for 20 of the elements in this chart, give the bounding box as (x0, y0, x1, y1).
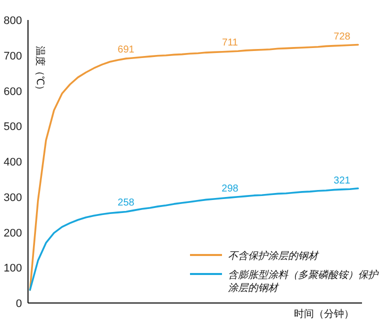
data-label: 258 (118, 198, 135, 209)
y-tick-label: 0 (16, 298, 22, 310)
data-label: 298 (222, 184, 239, 195)
x-axis-title: 时间（分钟） (294, 308, 354, 320)
y-tick-label: 400 (4, 156, 22, 168)
legend-label: 含膨胀型涂料（多聚磷酸铵）保护涂层的钢材 (228, 269, 379, 294)
line-series (29, 44, 359, 291)
data-label: 321 (334, 175, 351, 186)
y-tick-label: 300 (4, 192, 22, 204)
legend-label: 不含保护涂层的钢材 (228, 250, 320, 262)
y-tick-label: 600 (4, 86, 22, 98)
data-label: 711 (222, 37, 238, 48)
y-tick-label: 700 (4, 50, 22, 62)
y-tick-label: 200 (4, 227, 22, 240)
y-tick-label: 100 (4, 262, 22, 275)
y-tick-label: 800 (4, 15, 22, 27)
data-label: 728 (334, 31, 351, 42)
y-tick-label: 500 (4, 121, 22, 134)
y-axis-title: 温度（℃） (34, 46, 46, 95)
data-label: 691 (118, 44, 135, 56)
